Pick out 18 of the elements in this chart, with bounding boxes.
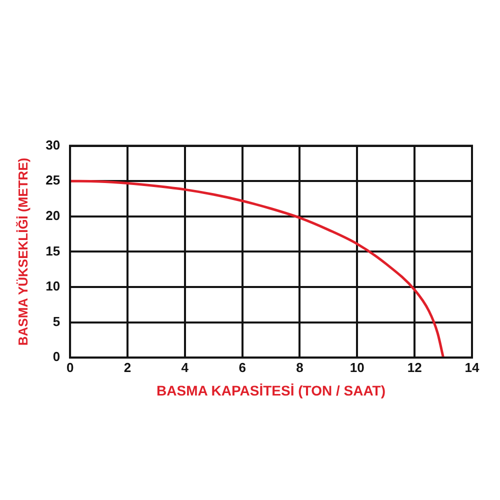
x-tick-label: 14: [464, 360, 480, 375]
y-tick-label: 0: [52, 349, 60, 364]
x-axis-title: BASMA KAPASİTESİ (TON / SAAT): [156, 382, 386, 398]
y-tick-label: 30: [46, 137, 60, 152]
x-tick-label: 6: [238, 360, 246, 375]
x-tick-label: 8: [296, 360, 304, 375]
y-tick-label: 20: [46, 208, 60, 223]
x-tick-label: 10: [350, 360, 364, 375]
y-tick-label: 10: [46, 278, 60, 294]
x-tick-label: 12: [407, 360, 422, 375]
y-tick-label: 25: [46, 172, 60, 188]
y-tick-label: 5: [52, 314, 60, 329]
line-series: [70, 180, 445, 358]
x-tick-label: 4: [181, 360, 190, 375]
y-tick-label: 15: [46, 243, 60, 258]
x-tick-label: 0: [66, 360, 74, 375]
y-axis-title: BASMA YÜKSEKLİĞİ (METRE): [15, 158, 30, 346]
x-tick-label: 2: [124, 360, 132, 375]
